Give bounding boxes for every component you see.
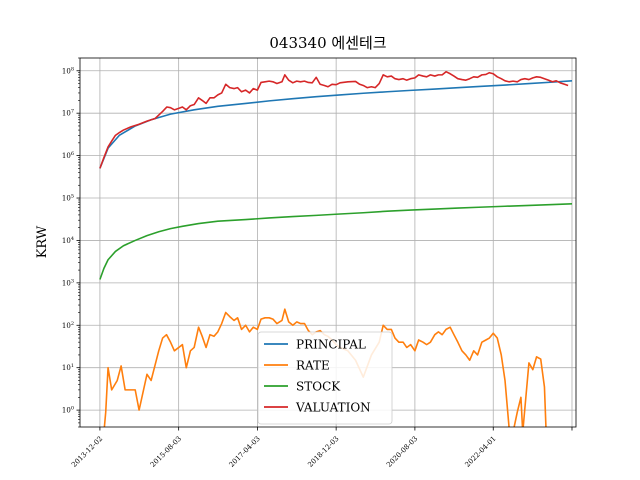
legend: PRINCIPAL RATE STOCK VALUATION: [257, 331, 393, 425]
y-tick-label: 100: [62, 406, 74, 415]
series-line-valuation: [99, 70, 569, 169]
x-tick-label: 2013-12-02: [70, 435, 104, 469]
grid-lines: [80, 58, 576, 427]
x-tick-label: 2017-04-03: [228, 435, 262, 469]
x-tick-label: 2018-12-03: [306, 435, 340, 469]
chart-title: 043340 에센테크: [269, 34, 386, 52]
x-tick-label: 2015-08-03: [149, 435, 183, 469]
y-tick-label: 104: [62, 236, 74, 245]
series-line-stock: [99, 203, 573, 280]
y-tick-label: 107: [62, 109, 74, 118]
y-axis-ticks: 100 101 102 103 104 105 106 107 108: [62, 57, 80, 428]
legend-label: VALUATION: [295, 401, 371, 415]
y-axis-label: KRW: [35, 225, 50, 258]
legend-label: PRINCIPAL: [296, 338, 366, 352]
legend-label: STOCK: [296, 380, 341, 394]
y-tick-label: 106: [62, 151, 74, 160]
legend-box: [257, 331, 393, 425]
x-tick-label: 2022-04-01: [463, 435, 497, 469]
x-tick-label: 2020-08-03: [385, 435, 419, 469]
y-tick-label: 101: [62, 363, 74, 372]
legend-label: RATE: [296, 359, 330, 373]
y-tick-label: 102: [62, 321, 74, 330]
y-tick-label: 108: [62, 66, 74, 75]
x-axis-ticks: 2013-12-02 2015-08-03 2017-04-03 2018-12-03…: [70, 427, 573, 469]
y-tick-label: 105: [62, 194, 74, 203]
y-tick-label: 103: [62, 278, 74, 287]
